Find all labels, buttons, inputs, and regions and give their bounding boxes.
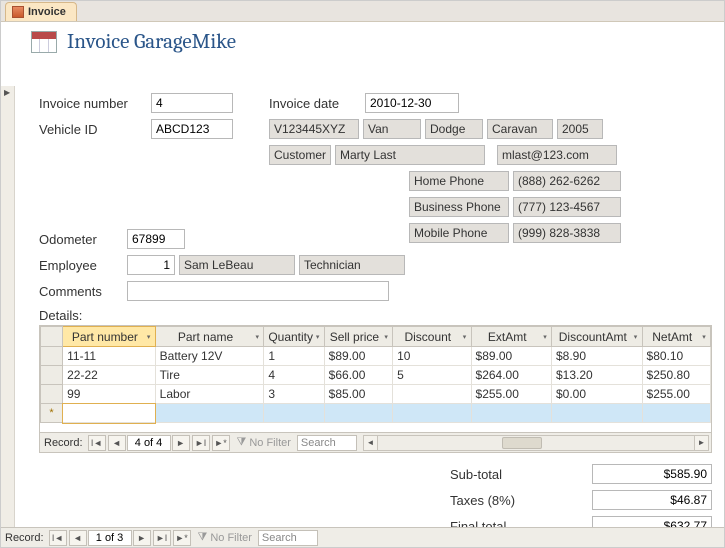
chevron-down-icon[interactable]: ▾ bbox=[381, 328, 391, 345]
label-subtotal: Sub-total bbox=[450, 467, 580, 482]
chevron-down-icon[interactable]: ▾ bbox=[252, 328, 262, 345]
form-content: Invoice number Invoice date Vehicle ID V… bbox=[17, 86, 722, 527]
label-home-phone: Home Phone bbox=[409, 171, 509, 191]
subgrid-navigation: Record: I◄ ◄ ► ►I ►* ⧩No Filter ◄ ► bbox=[40, 432, 711, 452]
vehicle-make: Dodge bbox=[425, 119, 483, 139]
scroll-right-button[interactable]: ► bbox=[694, 436, 708, 450]
chevron-down-icon[interactable]: ▾ bbox=[699, 328, 709, 345]
vehicle-model: Caravan bbox=[487, 119, 553, 139]
vehicle-id-input[interactable] bbox=[151, 119, 233, 139]
taxes-value bbox=[592, 490, 712, 510]
subgrid-search-input[interactable] bbox=[297, 435, 357, 451]
scroll-left-button[interactable]: ◄ bbox=[364, 436, 378, 450]
comments-input[interactable] bbox=[127, 281, 389, 301]
nav-prev-button[interactable]: ◄ bbox=[108, 435, 126, 451]
tab-label: Invoice bbox=[28, 6, 66, 18]
scroll-thumb[interactable] bbox=[502, 437, 542, 449]
label-invoice-number: Invoice number bbox=[39, 96, 151, 111]
nav-first-button[interactable]: I◄ bbox=[49, 530, 67, 546]
nav-new-button[interactable]: ►* bbox=[212, 435, 230, 451]
nav-first-button[interactable]: I◄ bbox=[88, 435, 106, 451]
label-vehicle-id: Vehicle ID bbox=[39, 122, 151, 137]
table-row[interactable]: 11-11Battery 12V1 $89.0010$89.00 $8.90$8… bbox=[41, 347, 711, 366]
col-sell-price[interactable]: Sell price▾ bbox=[324, 327, 392, 347]
col-discount-amt[interactable]: DiscountAmt▾ bbox=[552, 327, 643, 347]
label-details: Details: bbox=[39, 308, 712, 323]
label-customer: Customer bbox=[269, 145, 331, 165]
nav-new-button[interactable]: ►* bbox=[173, 530, 191, 546]
no-filter-indicator: ⧩No Filter bbox=[198, 531, 252, 544]
customer-name: Marty Last bbox=[335, 145, 485, 165]
nav-record-label: Record: bbox=[40, 437, 87, 449]
page-title: Invoice GarageMike bbox=[67, 30, 236, 54]
form-search-input[interactable] bbox=[258, 530, 318, 546]
details-grid[interactable]: Part number▾ Part name▾ Quantity▾ Sell p… bbox=[40, 326, 711, 423]
nav-record-label: Record: bbox=[1, 532, 48, 544]
col-net-amt[interactable]: NetAmt▾ bbox=[642, 327, 710, 347]
chevron-down-icon[interactable]: ▾ bbox=[540, 328, 550, 345]
grid-select-all[interactable] bbox=[41, 327, 63, 347]
invoice-number-input[interactable] bbox=[151, 93, 233, 113]
label-business-phone: Business Phone bbox=[409, 197, 509, 217]
chevron-down-icon[interactable]: ▾ bbox=[460, 328, 470, 345]
nav-position[interactable] bbox=[88, 530, 132, 546]
label-odometer: Odometer bbox=[39, 232, 127, 247]
form-header: Invoice GarageMike bbox=[1, 22, 724, 58]
customer-mobile-phone: (999) 828-3838 bbox=[513, 223, 621, 243]
col-part-number[interactable]: Part number▾ bbox=[63, 327, 156, 347]
vehicle-vin: V123445XYZ bbox=[269, 119, 359, 139]
filter-icon: ⧩ bbox=[237, 436, 247, 449]
chevron-down-icon[interactable]: ▾ bbox=[631, 328, 641, 345]
no-filter-indicator: ⧩No Filter bbox=[237, 436, 291, 449]
invoice-header-icon bbox=[31, 31, 57, 53]
vehicle-year: 2005 bbox=[557, 119, 603, 139]
details-subform: Part number▾ Part name▾ Quantity▾ Sell p… bbox=[39, 325, 712, 453]
subtotal-value bbox=[592, 464, 712, 484]
tab-bar: Invoice bbox=[1, 1, 724, 22]
chevron-down-icon[interactable]: ▾ bbox=[313, 328, 323, 345]
record-selector-bar[interactable] bbox=[1, 86, 15, 546]
employee-id-input[interactable] bbox=[127, 255, 175, 275]
nav-position[interactable] bbox=[127, 435, 171, 451]
vehicle-type: Van bbox=[363, 119, 421, 139]
label-employee: Employee bbox=[39, 258, 127, 273]
form-body: Invoice GarageMike Invoice number Invoic… bbox=[1, 22, 724, 547]
col-quantity[interactable]: Quantity▾ bbox=[264, 327, 324, 347]
form-navigation: Record: I◄ ◄ ► ►I ►* ⧩No Filter bbox=[1, 527, 724, 547]
label-comments: Comments bbox=[39, 284, 127, 299]
label-invoice-date: Invoice date bbox=[269, 96, 365, 111]
label-mobile-phone: Mobile Phone bbox=[409, 223, 509, 243]
customer-email: mlast@123.com bbox=[497, 145, 617, 165]
invoice-form-window: Invoice Invoice GarageMike Invoice numbe… bbox=[0, 0, 725, 548]
filter-icon: ⧩ bbox=[198, 531, 208, 544]
col-discount[interactable]: Discount▾ bbox=[393, 327, 471, 347]
label-taxes: Taxes (8%) bbox=[450, 493, 580, 508]
form-icon bbox=[12, 6, 24, 18]
customer-business-phone: (777) 123-4567 bbox=[513, 197, 621, 217]
nav-last-button[interactable]: ►I bbox=[192, 435, 210, 451]
customer-home-phone: (888) 262-6262 bbox=[513, 171, 621, 191]
new-record-icon: * bbox=[41, 404, 63, 423]
col-ext-amt[interactable]: ExtAmt▾ bbox=[471, 327, 551, 347]
nav-prev-button[interactable]: ◄ bbox=[69, 530, 87, 546]
tab-invoice[interactable]: Invoice bbox=[5, 2, 77, 21]
invoice-date-input[interactable] bbox=[365, 93, 459, 113]
nav-next-button[interactable]: ► bbox=[172, 435, 190, 451]
horizontal-scrollbar[interactable]: ◄ ► bbox=[363, 435, 709, 451]
col-part-name[interactable]: Part name▾ bbox=[155, 327, 264, 347]
odometer-input[interactable] bbox=[127, 229, 185, 249]
nav-last-button[interactable]: ►I bbox=[153, 530, 171, 546]
new-row[interactable]: * bbox=[41, 404, 711, 423]
totals-section: Sub-total Taxes (8%) Final total bbox=[39, 463, 712, 537]
chevron-down-icon[interactable]: ▾ bbox=[144, 328, 154, 345]
table-row[interactable]: 99Labor3 $85.00$255.00 $0.00$255.00 bbox=[41, 385, 711, 404]
employee-name: Sam LeBeau bbox=[179, 255, 295, 275]
table-row[interactable]: 22-22Tire4 $66.005$264.00 $13.20$250.80 bbox=[41, 366, 711, 385]
nav-next-button[interactable]: ► bbox=[133, 530, 151, 546]
employee-role: Technician bbox=[299, 255, 405, 275]
